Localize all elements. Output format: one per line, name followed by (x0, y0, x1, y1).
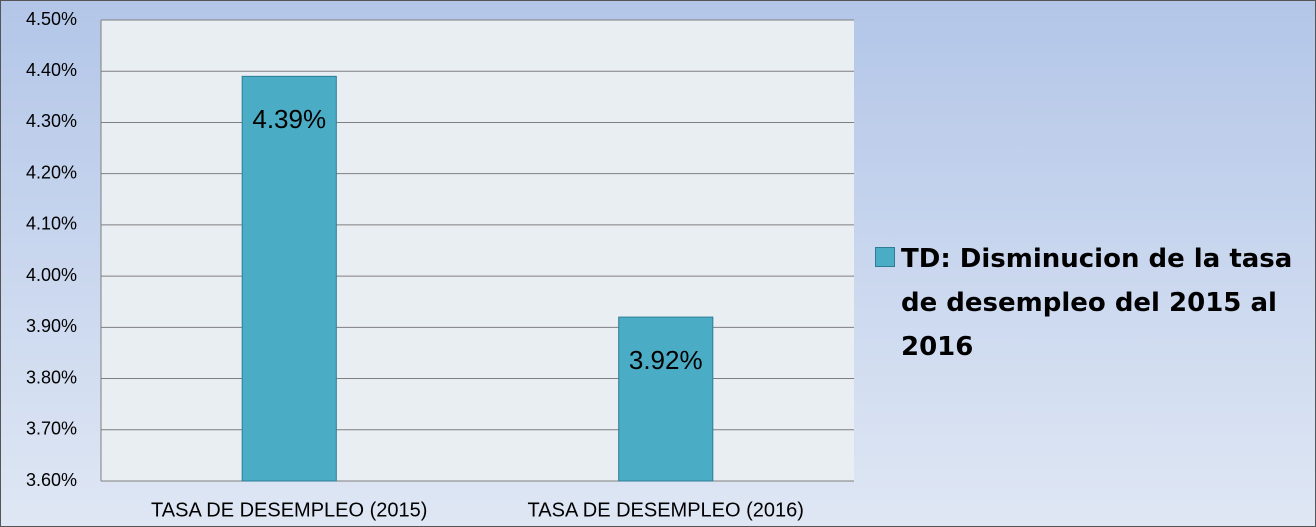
y-tick-label: 3.90% (26, 316, 77, 336)
y-tick-label: 4.50% (26, 9, 77, 29)
y-tick-label: 4.30% (26, 111, 77, 131)
legend-label: TD: Disminucion de la tasa de desempleo … (901, 244, 1293, 362)
legend: TD: Disminucion de la tasa de desempleo … (875, 237, 1315, 369)
data-label: 4.39% (252, 104, 326, 134)
y-tick-label: 3.70% (26, 419, 77, 439)
bar (618, 316, 714, 482)
y-tick-label: 4.20% (26, 162, 77, 182)
y-tick-label: 4.40% (26, 60, 77, 80)
x-tick-label: TASA DE DESEMPLEO (2015) (151, 499, 427, 521)
x-tick-label: TASA DE DESEMPLEO (2016) (528, 499, 804, 521)
plot-area (101, 20, 854, 481)
data-label: 3.92% (629, 345, 703, 375)
y-tick-label: 3.60% (26, 470, 77, 490)
legend-swatch (875, 247, 895, 267)
y-tick-label: 4.00% (26, 265, 77, 285)
y-tick-label: 3.80% (26, 367, 77, 387)
bar (241, 75, 337, 482)
y-tick-label: 4.10% (26, 214, 77, 234)
